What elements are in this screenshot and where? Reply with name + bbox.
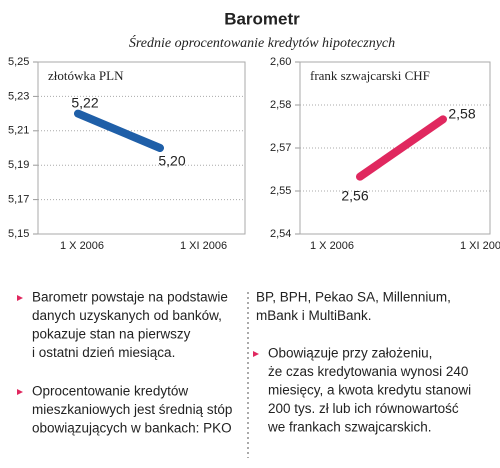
subtitle: Średnie oprocentowanie kredytów hipotecz…	[129, 34, 395, 51]
note-line: pokazuje stan na pierwszy	[32, 327, 191, 342]
chart-title: frank szwajcarski CHF	[310, 68, 430, 83]
note-line: i ostatni dzień miesiąca.	[32, 345, 175, 360]
x-tick-label: 1 X 2006	[310, 240, 354, 252]
y-tick-label: 5,25	[8, 56, 29, 68]
value-label: 2,56	[341, 188, 368, 204]
note-line: że czas kredytowania wynosi 240	[268, 364, 468, 379]
bullet-arrow	[17, 389, 23, 395]
note-line: Oprocentowanie kredytów	[32, 384, 188, 399]
plot-frame	[37, 61, 246, 235]
note-line: Barometr powstaje na podstawie	[32, 290, 228, 305]
y-tick-label: 2,60	[270, 56, 291, 68]
y-tick-label: 5,15	[8, 228, 29, 240]
x-tick-label: 1 X 2006	[60, 240, 104, 252]
y-tick-label: 5,19	[8, 159, 29, 171]
y-tick-label: 2,58	[270, 99, 291, 111]
x-tick-label: 1 XI 2006	[460, 240, 500, 252]
y-tick-label: 5,17	[8, 194, 29, 206]
y-tick-label: 5,21	[8, 125, 29, 137]
note-line: we frankach szwajcarskich.	[267, 420, 432, 435]
x-tick-label: 1 XI 2006	[180, 240, 227, 252]
plot-frame	[299, 61, 491, 235]
note-line: BP, BPH, Pekao SA, Millennium,	[256, 290, 451, 305]
bullet-arrow	[253, 351, 259, 357]
bullet-arrow	[17, 295, 23, 301]
note-line: danych uzyskanych od banków,	[32, 308, 222, 323]
chart-title-bg	[44, 66, 139, 86]
note-line: miesięcy, a kwota kredytu stanowi	[268, 383, 471, 398]
value-label: 5,20	[158, 153, 185, 169]
note-line: mieszkaniowych jest średnią stóp	[32, 402, 232, 417]
title: Barometr	[224, 9, 300, 28]
chart-title-bg	[306, 66, 466, 86]
y-tick-label: 2,54	[270, 228, 291, 240]
value-label: 2,58	[448, 106, 475, 122]
value-label: 5,22	[71, 95, 98, 111]
note-line: mBank i MultiBank.	[256, 308, 372, 323]
note-line: obowiązujących w bankach: PKO	[32, 421, 232, 436]
y-tick-label: 5,23	[8, 90, 29, 102]
series-line	[74, 109, 164, 152]
chart-title: złotówka PLN	[48, 68, 124, 83]
y-tick-label: 2,57	[270, 142, 291, 154]
y-tick-label: 2,55	[270, 185, 291, 197]
series-line	[356, 115, 447, 181]
note-line: Obowiązuje przy założeniu,	[268, 346, 432, 361]
note-line: 200 tys. zł lub ich równowartość	[268, 401, 459, 416]
